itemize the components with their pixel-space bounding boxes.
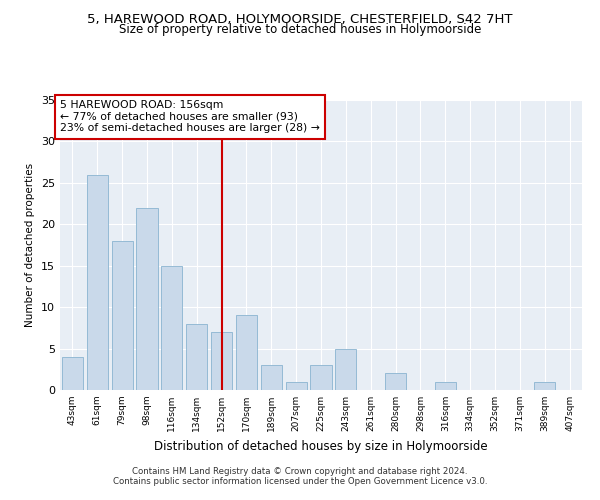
Y-axis label: Number of detached properties: Number of detached properties [25, 163, 35, 327]
Bar [310, 365, 332, 390]
Text: 5, HAREWOOD ROAD, HOLYMOORSIDE, CHESTERFIELD, S42 7HT: 5, HAREWOOD ROAD, HOLYMOORSIDE, CHESTERF… [87, 12, 513, 26]
X-axis label: Distribution of detached houses by size in Holymoorside: Distribution of detached houses by size … [154, 440, 488, 452]
Bar [286, 382, 307, 390]
Bar [87, 174, 108, 390]
Text: Contains public sector information licensed under the Open Government Licence v3: Contains public sector information licen… [113, 477, 487, 486]
Bar [112, 241, 133, 390]
Bar [335, 348, 356, 390]
Bar [186, 324, 207, 390]
Bar [261, 365, 282, 390]
Text: Size of property relative to detached houses in Holymoorside: Size of property relative to detached ho… [119, 22, 481, 36]
Bar [435, 382, 456, 390]
Text: 5 HAREWOOD ROAD: 156sqm
← 77% of detached houses are smaller (93)
23% of semi-de: 5 HAREWOOD ROAD: 156sqm ← 77% of detache… [60, 100, 320, 133]
Bar [385, 374, 406, 390]
Bar [62, 357, 83, 390]
Bar [236, 316, 257, 390]
Bar [211, 332, 232, 390]
Bar [161, 266, 182, 390]
Bar [136, 208, 158, 390]
Bar [534, 382, 555, 390]
Text: Contains HM Land Registry data © Crown copyright and database right 2024.: Contains HM Land Registry data © Crown c… [132, 467, 468, 476]
